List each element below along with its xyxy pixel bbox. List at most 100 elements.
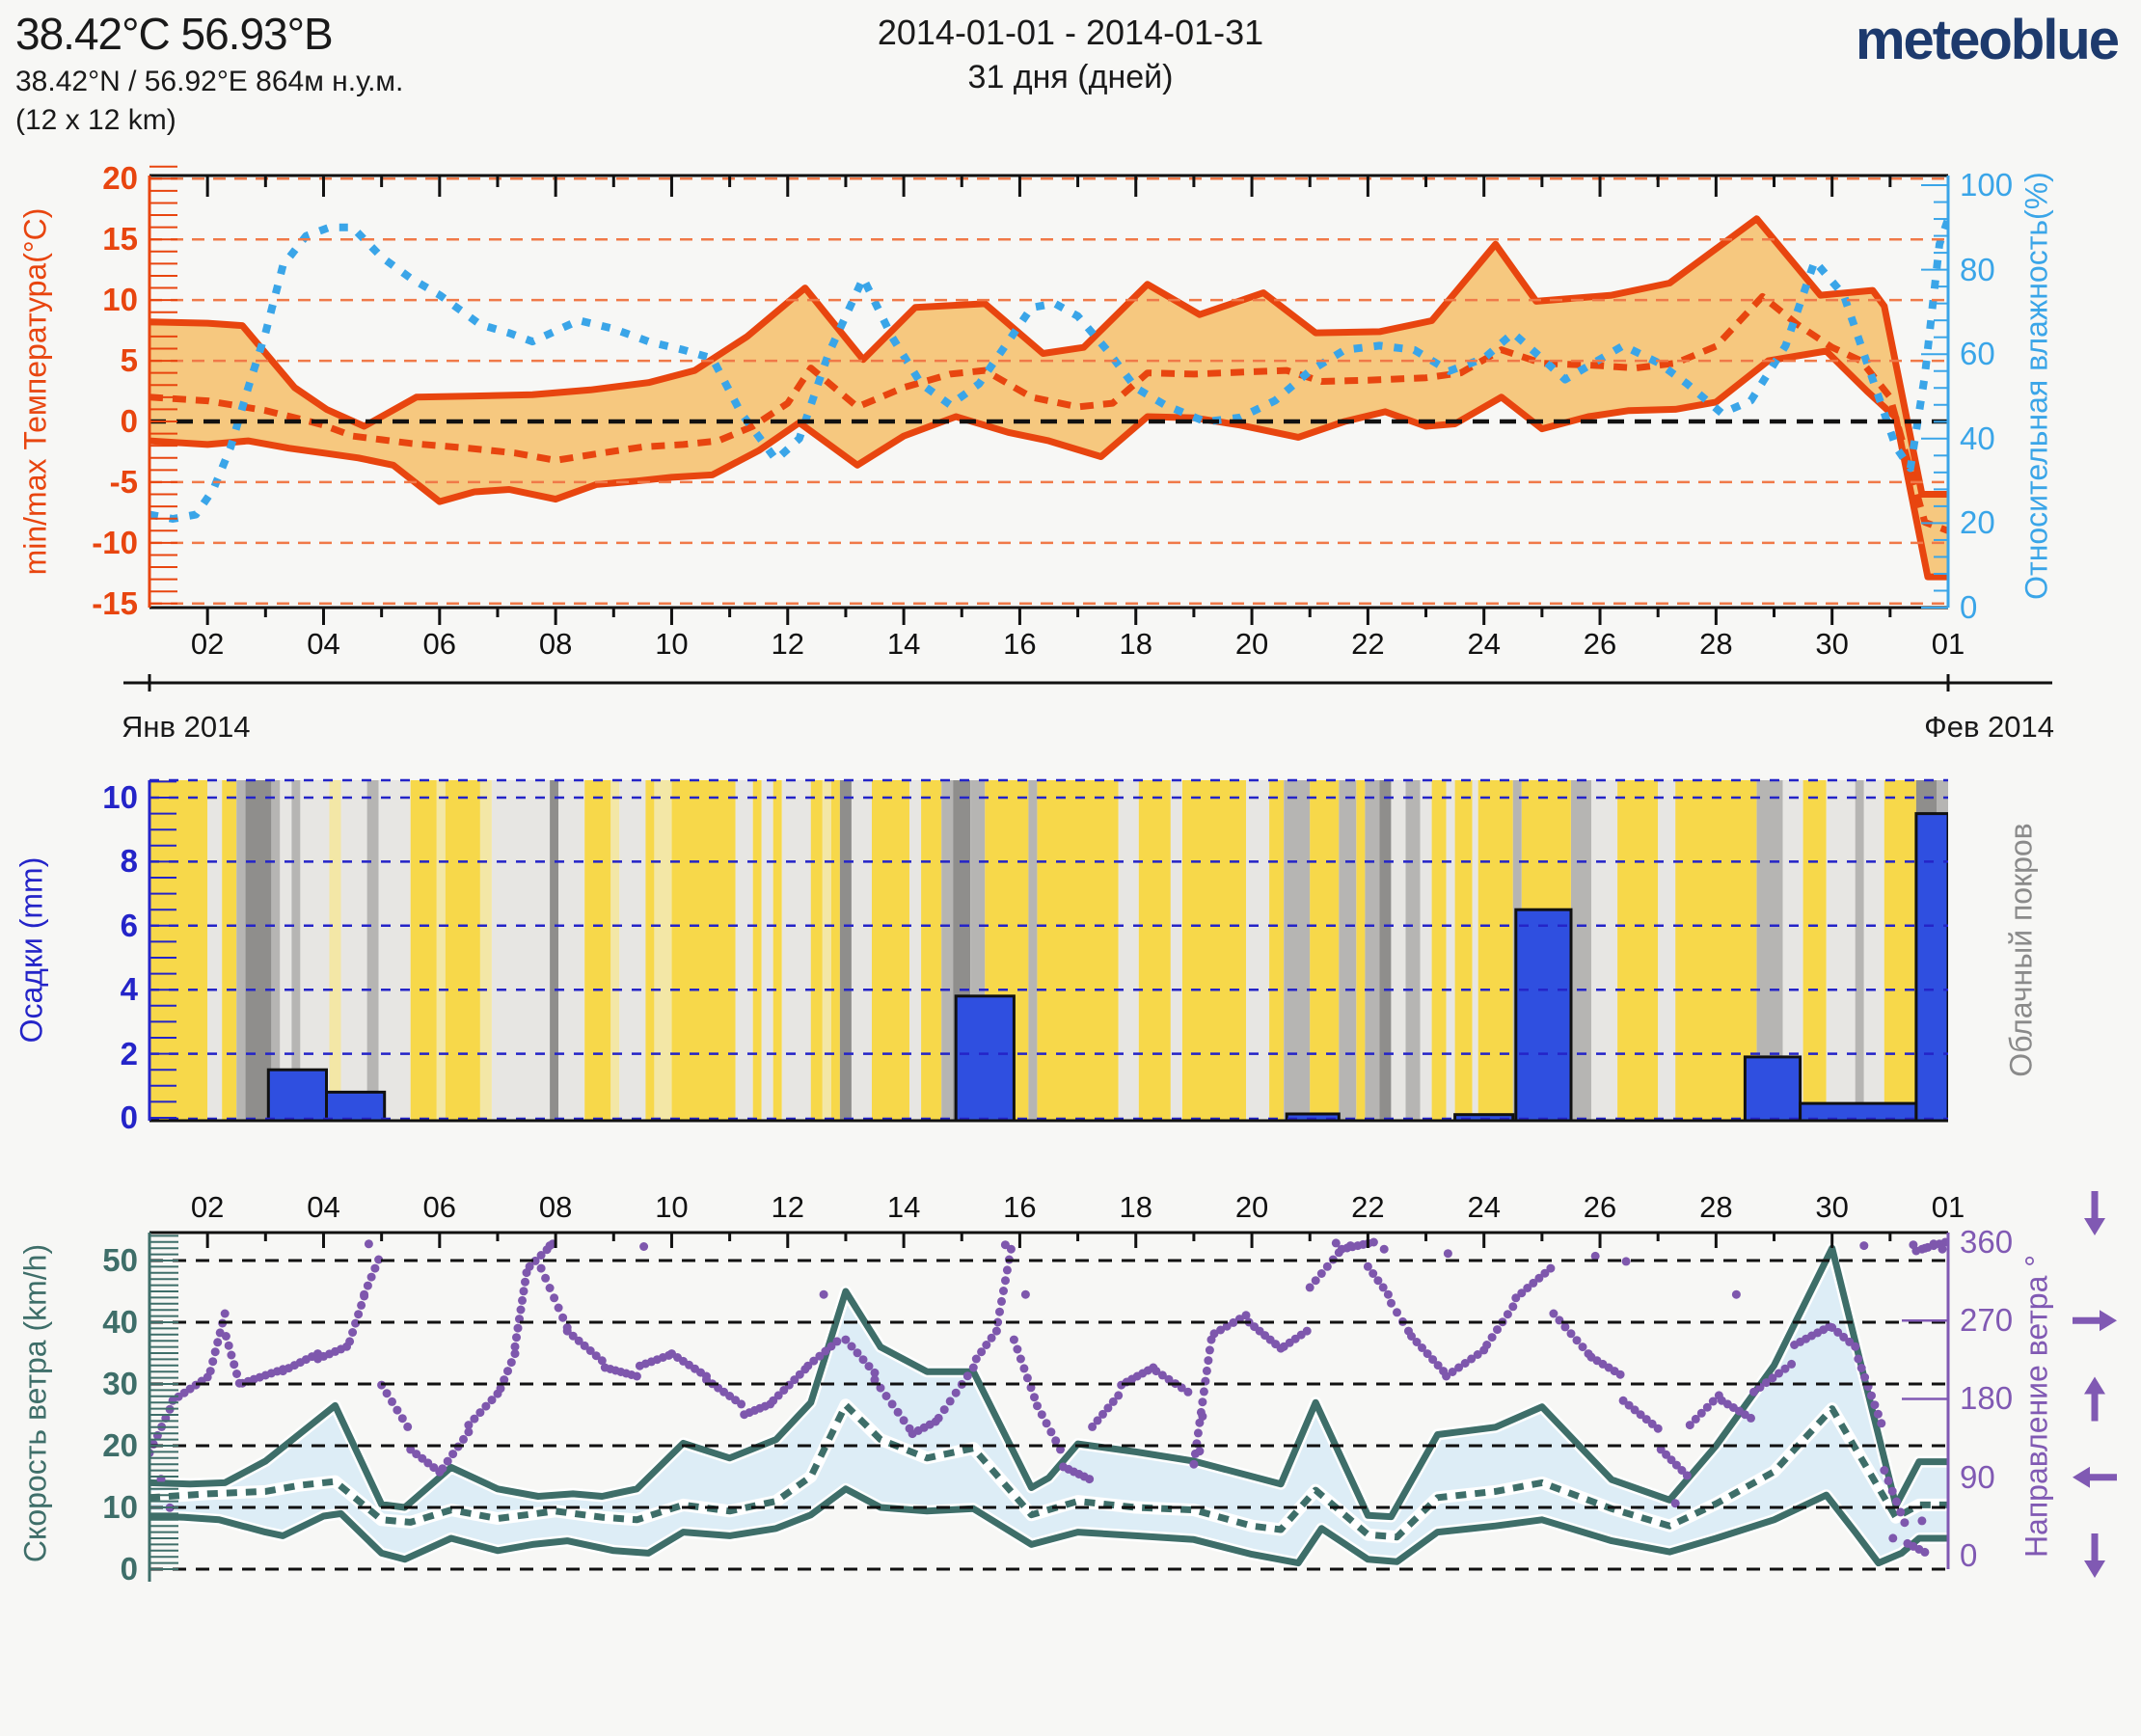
days-count: 31 дня (дней) <box>967 59 1174 95</box>
min-wind-line <box>149 1485 1948 1567</box>
precipitation-bar <box>954 994 1016 1121</box>
cloud-cover-stripe <box>1826 780 1856 1121</box>
wind-tick-label: 0 <box>120 1551 138 1587</box>
cloud-cover-stripe <box>436 780 446 1121</box>
cloud-cover-stripe <box>830 780 840 1121</box>
humidity-tick-label: 60 <box>1960 336 1995 372</box>
day-label-bottom: 28 <box>1699 1190 1733 1224</box>
humidity-line <box>149 217 1948 523</box>
coordinates-subtitle: 38.42°N / 56.92°E 864м н.у.м. <box>15 66 404 97</box>
cloud-cover-stripe <box>479 780 492 1121</box>
cloud-cover-stripe <box>1446 780 1455 1121</box>
precip-tick-label: 8 <box>120 843 138 880</box>
temp-tick-label: 15 <box>102 221 138 258</box>
cloud-cover-stripe <box>909 780 922 1121</box>
precipitation-bar <box>1743 1055 1802 1121</box>
mean-wind-line <box>149 1401 1948 1541</box>
day-label-bottom: 20 <box>1234 1190 1269 1224</box>
day-label-bottom: 30 <box>1815 1190 1849 1224</box>
date-range: 2014-01-01 - 2014-01-31 <box>877 13 1264 52</box>
temp-axis-title: min/max Температура(°C) <box>17 207 53 576</box>
direction-tick-label: 180 <box>1960 1380 2014 1417</box>
wind-speed-axis-title: Скорость ветра (km/h) <box>17 1243 53 1563</box>
precip-tick-label: 10 <box>102 779 138 815</box>
cloud-cover-stripe <box>872 780 910 1121</box>
arrow-left-icon <box>2073 1466 2090 1488</box>
cloud-cover-stripe <box>1339 780 1357 1121</box>
cloud-cover-stripe <box>610 780 620 1121</box>
cloud-cover-stripe <box>492 780 551 1121</box>
cloud-cover-stripe <box>1658 780 1676 1121</box>
cloud-cover-stripe <box>735 780 753 1121</box>
cloud-cover-stripe <box>921 780 942 1121</box>
arrow-down-icon <box>2084 1218 2105 1235</box>
wind-tick-label: 40 <box>102 1304 138 1340</box>
cloud-cover-stripe <box>1617 780 1659 1121</box>
cloud-cover-stripe <box>558 780 585 1121</box>
day-label-bottom: 01 <box>1931 1190 1965 1224</box>
cloud-cover-stripe <box>1246 780 1270 1121</box>
cloud-cover-stripe <box>1863 780 1884 1121</box>
temp-tick-label: 0 <box>120 403 138 439</box>
cloud-cover-stripe <box>584 780 611 1121</box>
day-label-top: 14 <box>886 627 921 661</box>
direction-tick-label: 90 <box>1960 1458 1995 1495</box>
day-label-top: 22 <box>1351 627 1385 661</box>
precip-tick-label: 6 <box>120 907 138 943</box>
day-label-top: 20 <box>1234 627 1269 661</box>
cloud-cover-stripe <box>378 780 411 1121</box>
temperature-humidity-chart <box>148 165 1950 625</box>
cloud-cover-stripe <box>654 780 672 1121</box>
wind-direction-axis-title: Направление ветра ° <box>2019 1254 2054 1559</box>
cloud-cover-stripe <box>1472 780 1478 1121</box>
max-temp-line <box>149 215 1948 498</box>
cloud-cover-stripe <box>1379 780 1392 1121</box>
cloud-cover-stripe <box>340 780 367 1121</box>
cloud-cover-stripe <box>761 780 773 1121</box>
day-label-bottom: 02 <box>190 1190 225 1224</box>
temp-minmax-band <box>149 218 1948 578</box>
day-label-top: 02 <box>190 627 225 661</box>
precip-plot-area <box>149 780 1948 1121</box>
day-label-top: 26 <box>1583 627 1617 661</box>
day-label-bottom: 14 <box>886 1190 921 1224</box>
cloud-cover-stripe <box>222 780 237 1121</box>
arrow-right-icon <box>2100 1310 2117 1332</box>
arrow-up-icon <box>2084 1376 2105 1395</box>
humidity-tick-label: 40 <box>1960 420 1995 456</box>
humidity-tick-label: 80 <box>1960 251 1995 287</box>
cloud-cover-stripe <box>1675 780 1757 1121</box>
day-label-bottom: 06 <box>422 1190 457 1224</box>
cloud-cover-stripe <box>1591 780 1618 1121</box>
cloud-cover-stripe <box>1181 780 1247 1121</box>
precipitation-bar <box>325 1090 387 1121</box>
cloud-cover-stripe <box>619 780 646 1121</box>
cloud-cover-stripe <box>1420 780 1432 1121</box>
arrow-down-icon <box>2084 1560 2105 1578</box>
precipitation-bar <box>1514 908 1573 1121</box>
day-label-top: 04 <box>307 627 340 661</box>
cloud-cover-stripe <box>291 780 301 1121</box>
month-label-feb: Фев 2014 <box>1924 710 2054 744</box>
cloud-cover-stripe <box>781 780 811 1121</box>
cloud-cover-stripe <box>671 780 736 1121</box>
mean-temp-line <box>149 292 1948 534</box>
cloud-cover-stripe <box>207 780 223 1121</box>
temp-tick-label: -5 <box>109 463 138 500</box>
cloud-cover-stripe <box>149 780 208 1121</box>
cloud-cover-stripe <box>1028 780 1038 1121</box>
day-label-top: 06 <box>422 627 457 661</box>
cloud-cover-stripe <box>1170 780 1182 1121</box>
precipitation-bar <box>266 1068 328 1121</box>
cloud-cover-stripe <box>839 780 852 1121</box>
wind-tick-label: 30 <box>102 1366 138 1401</box>
month-axis <box>123 674 2052 692</box>
cloud-cover-stripe <box>810 780 823 1121</box>
cloud-cover-stripe <box>300 780 330 1121</box>
cloud-cover-stripe <box>1037 780 1119 1121</box>
day-label-top: 30 <box>1815 627 1849 661</box>
precipitation-bar <box>1914 812 1948 1121</box>
cloud-cover-stripe <box>1431 780 1447 1121</box>
wind-chart <box>148 1231 1950 1582</box>
